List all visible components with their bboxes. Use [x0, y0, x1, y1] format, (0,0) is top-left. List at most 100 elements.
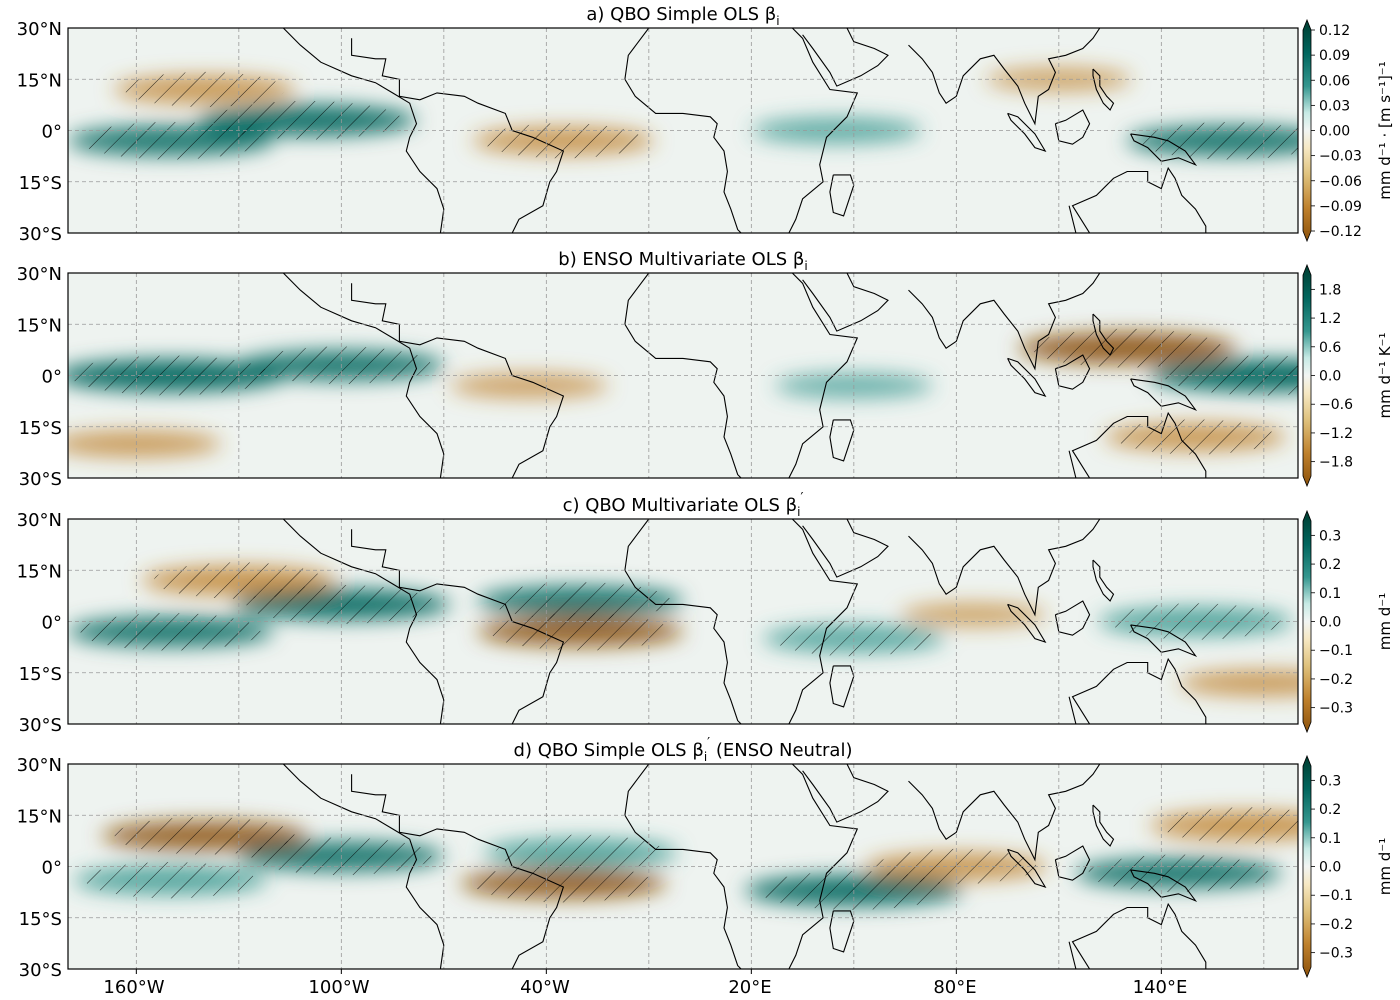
hatch-region — [1032, 328, 1223, 368]
colorbar-tick-label: −0.2 — [1319, 672, 1353, 688]
coastline — [908, 519, 1101, 617]
colorbar-scale — [1302, 263, 1312, 488]
coastline — [351, 283, 565, 478]
colorbar-tick-label: −0.12 — [1319, 224, 1362, 240]
colorbar-tick-label: −0.06 — [1319, 174, 1362, 190]
coastline — [1007, 357, 1047, 397]
dry-anomaly — [68, 430, 222, 457]
xtick-label: 20°E — [728, 977, 771, 998]
colorbar-tick-label: 0.00 — [1319, 124, 1350, 140]
ytick-label: 30°N — [17, 264, 62, 285]
map-frame — [67, 272, 1299, 479]
coastline — [1068, 902, 1207, 969]
ytick-label: 30°N — [17, 510, 62, 531]
hatch-region — [124, 71, 285, 108]
ytick-label: 15°N — [17, 561, 62, 582]
coastline — [282, 519, 445, 724]
coastline — [624, 519, 742, 724]
coastline — [802, 273, 889, 332]
coastline — [624, 764, 742, 969]
ytick-label: 15°N — [17, 315, 62, 336]
ytick-label: 0° — [42, 367, 62, 388]
map-panel-d: 30°N 15°N 0° 15°S 30°S d) QBO Simple OLS βi′ … — [17, 736, 1394, 981]
map-panel-b: 30°N 15°N 0° 15°S 30°S b) ENSO Multivariate O… — [17, 249, 1394, 490]
coastline — [829, 174, 855, 217]
colorbar-scale — [1302, 509, 1312, 734]
colorbar-tick-label: −0.1 — [1319, 888, 1353, 904]
panel-title-prime: ′ — [707, 736, 710, 751]
ytick-label: 30°S — [19, 224, 62, 245]
panel-title-prime: ′ — [800, 491, 803, 506]
coastlines — [282, 764, 1207, 969]
colorbar-tick-label: 0.0 — [1319, 860, 1341, 876]
coastline — [1007, 603, 1047, 643]
xtick-label: 140°E — [1133, 977, 1188, 998]
colorbar-label: mm d⁻¹ — [1376, 593, 1394, 650]
gridlines — [68, 764, 1298, 969]
coastline — [282, 764, 445, 969]
significance-hatching — [80, 71, 1298, 160]
hatch-region — [1088, 854, 1269, 893]
coastline — [1130, 869, 1198, 902]
hatch-region — [80, 612, 261, 651]
ytick-label: 30°N — [17, 19, 62, 40]
hatch-region — [490, 612, 671, 651]
coastline — [802, 764, 889, 823]
colorbar-label: mm d⁻¹ K⁻¹ — [1376, 333, 1394, 419]
hatch-region — [212, 100, 403, 140]
colorbar-tick-label: 0.0 — [1319, 369, 1341, 385]
map-field — [68, 764, 1298, 969]
colorbar-tick-label: 1.8 — [1319, 282, 1341, 298]
xtick-label: 160°W — [103, 977, 164, 998]
colorbar-tick-label: 0.6 — [1319, 340, 1341, 356]
colorbar-tick-label: 0.3 — [1319, 773, 1341, 789]
colorbar-tick-label: −0.03 — [1319, 149, 1362, 165]
ytick-label: 30°S — [19, 469, 62, 490]
coastline — [624, 28, 742, 233]
xtick-label: 40°W — [520, 977, 570, 998]
dry-anomaly — [450, 373, 609, 399]
colorbar-tick-label: 0.03 — [1319, 98, 1350, 114]
ytick-label: 30°S — [19, 715, 62, 736]
ytick-label: 15°S — [19, 909, 62, 930]
colorbar-tick-label: −1.2 — [1319, 426, 1353, 442]
hatch-region — [876, 848, 1037, 885]
hatch-region — [70, 355, 271, 396]
colorbar-tick-label: 0.1 — [1319, 586, 1341, 602]
colorbar-tick-label: −1.8 — [1319, 455, 1353, 471]
colorbar-tick-label: 0.3 — [1319, 528, 1341, 544]
colorbar: 0.3 0.2 0.1 0.0 −0.1 −0.2 −0.3 mm d⁻¹ — [1302, 754, 1394, 979]
colorbar-tick-label: −0.6 — [1319, 397, 1353, 413]
coastline — [802, 28, 889, 87]
panel-title-main: a) QBO Simple OLS β — [586, 4, 776, 25]
hatch-region — [490, 582, 671, 620]
colorbar-tick-label: −0.2 — [1319, 917, 1353, 933]
gridlines — [68, 28, 1298, 233]
coastline — [908, 28, 1101, 126]
ytick-label: 30°N — [17, 755, 62, 776]
map-frame — [67, 763, 1299, 970]
map-panel-c: 30°N 15°N 0° 15°S 30°S c) QBO Multivariate OL… — [17, 491, 1394, 736]
coastline — [788, 519, 859, 724]
panel-title-main: b) ENSO Multivariate OLS β — [558, 249, 804, 270]
map-field — [68, 28, 1298, 233]
colorbar: 0.12 0.09 0.06 0.03 0.00 −0.03 −0.06 −0.09 −0.12… — [1302, 18, 1394, 243]
ytick-label: 15°S — [19, 664, 62, 685]
coastline — [1092, 68, 1115, 111]
coastline — [908, 764, 1101, 862]
coastline — [829, 419, 855, 462]
hatch-region — [473, 864, 654, 903]
coastline — [1092, 313, 1115, 356]
colorbar: 1.8 1.2 0.6 0.0 −0.6 −1.2 −1.8 mm d⁻¹ K⁻¹ — [1302, 263, 1394, 488]
hatch-region — [153, 562, 324, 599]
coastline — [351, 38, 565, 233]
significance-hatching — [70, 328, 1298, 455]
coastline — [1007, 848, 1047, 888]
coastline — [1130, 624, 1198, 657]
ytick-label: 30°S — [19, 960, 62, 981]
ytick-label: 0° — [42, 858, 62, 879]
coastline — [1130, 133, 1198, 166]
panel-title-subscript: i — [776, 14, 779, 28]
panel-title-suffix: (ENSO Neutral) — [710, 740, 852, 761]
coastline — [802, 519, 889, 578]
